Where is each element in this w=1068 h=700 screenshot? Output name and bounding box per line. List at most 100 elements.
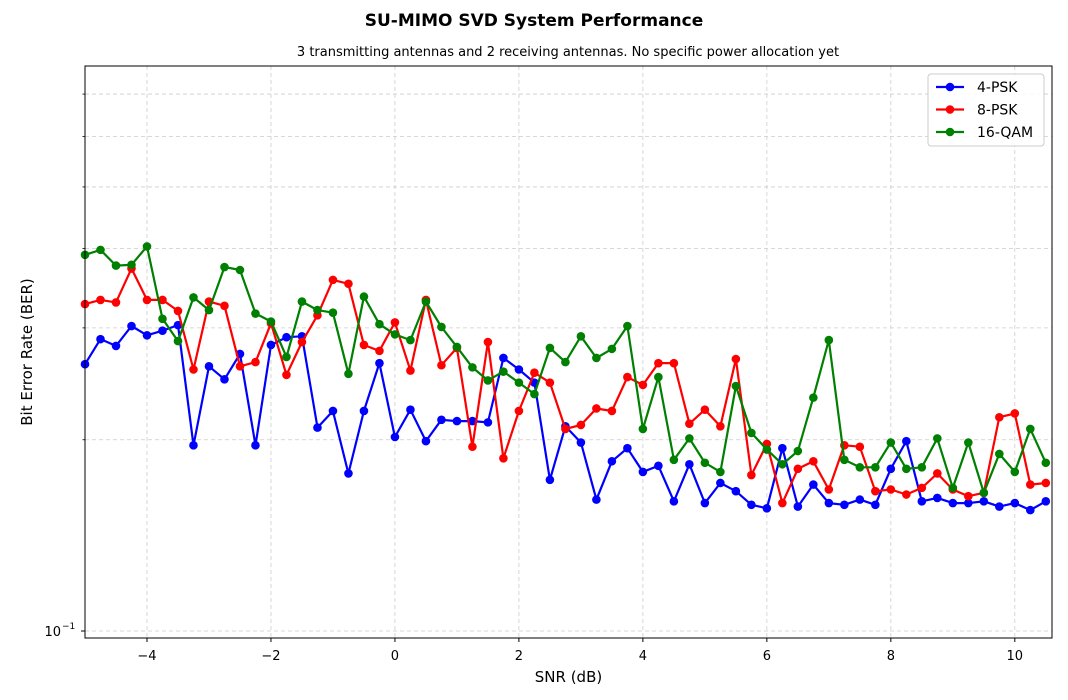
- data-point-16-qam: [468, 363, 477, 372]
- data-point-8-psk: [328, 275, 338, 285]
- data-point-4-psk: [576, 438, 586, 447]
- data-point-8-psk: [406, 366, 415, 375]
- data-point-4-psk: [359, 406, 369, 416]
- data-point-16-qam: [127, 260, 136, 270]
- data-point-16-qam: [902, 464, 911, 474]
- x-axis-ticks: −4 −2 0 2 4 6 8 10: [137, 638, 1023, 664]
- data-point-16-qam: [979, 488, 989, 498]
- data-point-8-psk: [778, 498, 787, 508]
- data-point-8-psk: [638, 380, 648, 390]
- chart-title: SU-MIMO SVD System Performance: [364, 11, 704, 31]
- data-point-8-psk: [235, 362, 245, 371]
- legend: 4-PSK 8-PSK 16-QAM: [927, 73, 1045, 147]
- data-point-4-psk: [1041, 497, 1051, 506]
- data-point-4-psk: [840, 500, 849, 510]
- data-point-4-psk: [1026, 505, 1035, 515]
- data-point-16-qam: [545, 343, 555, 353]
- legend-label: 16-QAM: [977, 125, 1033, 141]
- data-point-8-psk: [437, 360, 446, 370]
- data-point-4-psk: [716, 478, 725, 488]
- data-point-16-qam: [964, 438, 973, 447]
- x-tick-label: 10: [1007, 649, 1024, 664]
- data-point-16-qam: [1026, 424, 1035, 434]
- data-point-8-psk: [561, 424, 570, 434]
- data-point-8-psk: [545, 378, 555, 387]
- x-axis-label: SNR (dB): [535, 668, 602, 686]
- data-point-16-qam: [328, 308, 338, 317]
- data-point-16-qam: [173, 336, 183, 346]
- data-point-16-qam: [886, 438, 896, 447]
- data-point-16-qam: [793, 446, 803, 456]
- y-axis-label: Bit Error Rate (BER): [18, 278, 36, 426]
- data-point-8-psk: [1026, 480, 1035, 489]
- data-point-8-psk: [747, 470, 756, 480]
- data-point-4-psk: [328, 406, 338, 416]
- data-point-16-qam: [576, 331, 586, 341]
- data-point-16-qam: [685, 434, 694, 443]
- data-point-8-psk: [111, 298, 121, 307]
- data-point-8-psk: [871, 486, 880, 496]
- data-point-4-psk: [762, 504, 772, 513]
- data-point-16-qam: [700, 458, 710, 468]
- data-point-4-psk: [824, 498, 834, 508]
- x-tick-label: 8: [887, 649, 895, 664]
- x-tick-label: 2: [515, 649, 523, 664]
- data-point-4-psk: [313, 423, 322, 432]
- data-point-16-qam: [824, 335, 834, 345]
- x-tick-label: 4: [639, 649, 647, 664]
- data-point-8-psk: [886, 485, 896, 494]
- data-point-16-qam: [871, 462, 880, 472]
- x-tick-label: 6: [763, 649, 771, 664]
- data-point-8-psk: [173, 306, 183, 316]
- data-point-16-qam: [282, 352, 291, 362]
- data-point-8-psk: [793, 464, 803, 474]
- data-point-16-qam: [530, 389, 539, 399]
- data-point-4-psk: [871, 500, 880, 510]
- data-point-16-qam: [731, 381, 741, 391]
- data-point-8-psk: [700, 405, 710, 415]
- data-point-16-qam: [344, 369, 353, 379]
- y-tick-label-exponent: −1: [62, 622, 75, 632]
- data-point-4-psk: [483, 418, 493, 427]
- data-point-8-psk: [917, 483, 927, 493]
- data-point-4-psk: [344, 469, 353, 478]
- data-point-8-psk: [483, 337, 493, 347]
- legend-marker-8-psk: [945, 105, 955, 114]
- data-point-8-psk: [654, 358, 663, 368]
- data-point-4-psk: [917, 497, 927, 506]
- data-point-8-psk: [902, 490, 911, 499]
- data-point-8-psk: [1041, 478, 1051, 488]
- legend-marker-16-qam: [945, 127, 955, 137]
- data-point-8-psk: [297, 337, 307, 347]
- data-point-8-psk: [158, 295, 167, 305]
- legend-label: 4-PSK: [977, 80, 1018, 96]
- data-point-4-psk: [282, 332, 291, 342]
- data-point-4-psk: [375, 358, 384, 368]
- data-point-8-psk: [375, 346, 384, 356]
- data-point-4-psk: [189, 441, 198, 450]
- data-point-4-psk: [654, 461, 663, 471]
- data-point-8-psk: [809, 456, 818, 466]
- data-point-4-psk: [700, 498, 710, 508]
- data-point-4-psk: [623, 443, 632, 453]
- data-point-8-psk: [607, 406, 617, 416]
- data-point-16-qam: [499, 367, 508, 376]
- data-point-8-psk: [623, 372, 632, 382]
- data-point-4-psk: [437, 415, 446, 425]
- data-point-16-qam: [266, 317, 276, 326]
- data-point-16-qam: [1041, 458, 1051, 468]
- data-point-8-psk: [468, 442, 477, 452]
- data-point-4-psk: [390, 432, 400, 442]
- data-point-8-psk: [731, 354, 741, 364]
- data-point-16-qam: [452, 342, 462, 352]
- data-point-4-psk: [902, 436, 911, 446]
- data-point-16-qam: [809, 393, 818, 402]
- data-point-16-qam: [917, 462, 927, 472]
- data-point-16-qam: [623, 321, 632, 331]
- series-line-4-psk: [84, 324, 1047, 512]
- data-point-4-psk: [995, 502, 1004, 511]
- legend-label: 8-PSK: [977, 103, 1018, 119]
- data-point-4-psk: [266, 340, 276, 350]
- data-point-8-psk: [995, 412, 1004, 422]
- data-point-16-qam: [1010, 467, 1020, 477]
